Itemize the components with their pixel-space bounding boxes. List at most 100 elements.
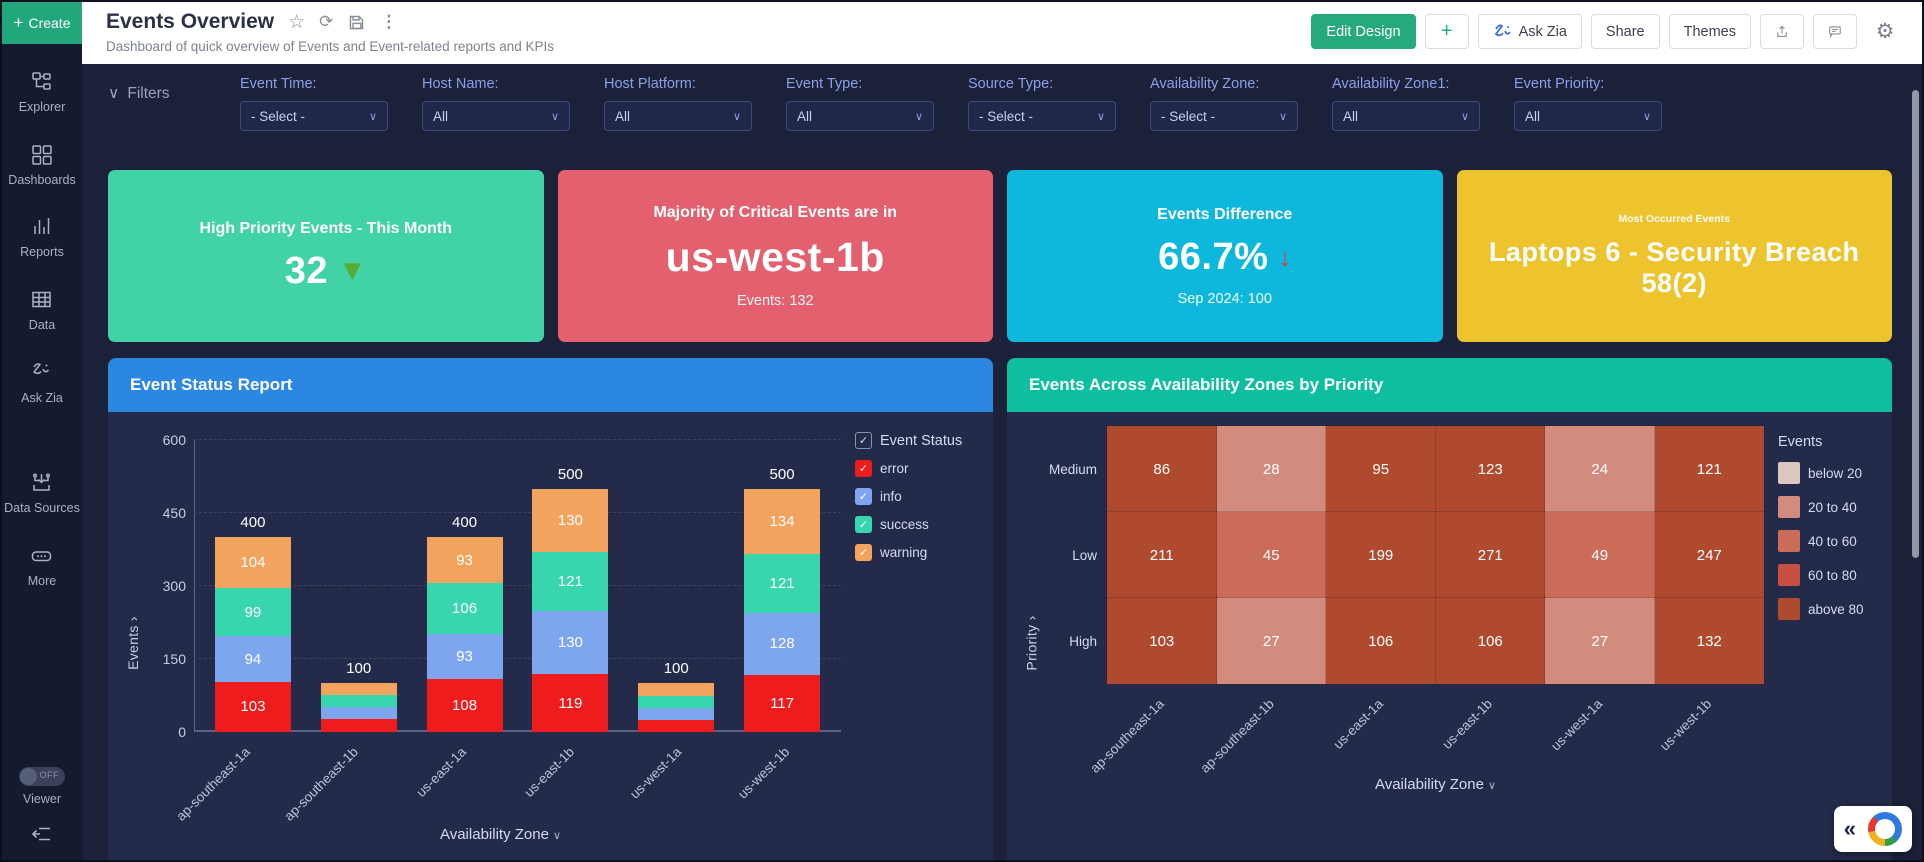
kpi-card-3[interactable]: Most Occurred Events Laptops 6 - Security… <box>1456 170 1892 342</box>
filter-select-availability-zone1[interactable]: All ∨ <box>1332 101 1480 131</box>
export-button[interactable] <box>1760 14 1804 49</box>
favorite-star-icon[interactable]: ☆ <box>288 11 306 33</box>
bar-segment-success[interactable]: 99 <box>214 587 291 637</box>
bar-segment-success[interactable]: 121 <box>532 551 609 611</box>
create-button[interactable]: + Create <box>2 2 82 44</box>
heatmap-cell-high-us-east-1b[interactable]: 106 <box>1434 597 1546 685</box>
bar-segment-warning[interactable] <box>638 683 715 696</box>
sidebar-item-data-sources[interactable]: Data Sources <box>4 471 80 517</box>
heatmap-cell-low-us-west-1a[interactable]: 49 <box>1544 511 1656 599</box>
bar-segment-warning[interactable]: 134 <box>744 488 821 554</box>
bar-segment-error[interactable] <box>638 719 715 732</box>
heatmap-cell-medium-ap-southeast-1b[interactable]: 28 <box>1215 425 1327 513</box>
sidebar-collapse-button[interactable] <box>2 824 82 844</box>
bar-segment-success[interactable]: 121 <box>744 553 821 613</box>
bar-segment-warning[interactable]: 130 <box>532 488 609 552</box>
assistant-logo-icon[interactable] <box>1868 812 1902 846</box>
legend-title-row[interactable]: ✓ Event Status <box>855 432 983 449</box>
kpi-card-1[interactable]: Majority of Critical Events are in us-wes… <box>557 170 993 342</box>
filter-select-event-type[interactable]: All ∨ <box>786 101 934 131</box>
kpi-card-0[interactable]: High Priority Events - This Month 32 ▼ <box>108 170 544 342</box>
comments-button[interactable] <box>1813 14 1857 49</box>
heatmap-cell-low-ap-southeast-1a[interactable]: 211 <box>1106 511 1218 599</box>
bar-segment-success[interactable] <box>320 695 397 708</box>
filters-toggle[interactable]: ∨ Filters <box>108 84 240 103</box>
heatmap-cell-medium-us-east-1b[interactable]: 123 <box>1434 425 1546 513</box>
sidebar-item-data[interactable]: Data <box>29 288 55 334</box>
save-icon[interactable] <box>347 13 366 32</box>
filter-select-host-name[interactable]: All ∨ <box>422 101 570 131</box>
filter-select-availability-zone[interactable]: - Select - ∨ <box>1150 101 1298 131</box>
add-button[interactable]: + <box>1424 14 1469 49</box>
sidebar-item-reports[interactable]: Reports <box>20 215 64 261</box>
chevron-down-icon: ∨ <box>1460 110 1469 123</box>
filter-select-host-platform[interactable]: All ∨ <box>604 101 752 131</box>
heatmap-cell-high-ap-southeast-1b[interactable]: 27 <box>1215 597 1327 685</box>
bar-segment-error[interactable]: 117 <box>744 675 821 732</box>
vertical-scrollbar[interactable] <box>1912 90 1919 558</box>
legend-bin-20-to-40[interactable]: 20 to 40 <box>1778 496 1882 518</box>
themes-button[interactable]: Themes <box>1668 14 1751 49</box>
edit-design-button[interactable]: Edit Design <box>1311 14 1416 49</box>
kpi-card-2[interactable]: Events Difference 66.7% ↓ Sep 2024: 100 <box>1007 170 1443 342</box>
bar-segment-info[interactable] <box>320 707 397 720</box>
legend-bin-below-20[interactable]: below 20 <box>1778 462 1882 484</box>
bar-segment-info[interactable]: 130 <box>532 610 609 675</box>
filter-select-source-type[interactable]: - Select - ∨ <box>968 101 1116 131</box>
legend-bin-40-to-60[interactable]: 40 to 60 <box>1778 530 1882 552</box>
bar-segment-error[interactable]: 119 <box>532 674 609 732</box>
legend-item-warning[interactable]: ✓ warning <box>855 544 983 561</box>
bar-segment-success[interactable] <box>638 695 715 708</box>
legend-bin-60-to-80[interactable]: 60 to 80 <box>1778 564 1882 586</box>
heatmap-cell-low-ap-southeast-1b[interactable]: 45 <box>1215 511 1327 599</box>
heatmap-ylabel-text: Priority › <box>1024 615 1040 671</box>
heatmap-cell-medium-ap-southeast-1a[interactable]: 86 <box>1106 425 1218 513</box>
kpi-title: Majority of Critical Events are in <box>653 203 898 221</box>
legend-bin-above-80[interactable]: above 80 <box>1778 598 1882 620</box>
bar-segment-error[interactable] <box>320 719 397 732</box>
heatmap-cell-medium-us-east-1a[interactable]: 95 <box>1325 425 1437 513</box>
sidebar-item-explorer[interactable]: Explorer <box>19 70 65 116</box>
heatmap-cell-low-us-east-1b[interactable]: 271 <box>1434 511 1546 599</box>
bar-x-axis-title[interactable]: Availability Zone ∨ <box>146 824 855 853</box>
bar-segment-success[interactable]: 106 <box>426 582 503 635</box>
floating-widget: « <box>1833 806 1912 852</box>
viewer-toggle-switch[interactable]: OFF <box>19 767 65 786</box>
share-button[interactable]: Share <box>1590 14 1660 49</box>
legend-item-info[interactable]: ✓ info <box>855 488 983 505</box>
y-tick-label: 300 <box>162 578 186 594</box>
heatmap-grid: 86 28 95 123 24 121 211 45 199 271 49 247 103 27 106 10… <box>1106 425 1765 685</box>
bar-segment-info[interactable] <box>638 707 715 720</box>
bar-segment-warning[interactable]: 93 <box>426 537 503 583</box>
more-options-kebab-icon[interactable]: ⋮ <box>380 12 399 31</box>
bar-segment-info[interactable]: 94 <box>214 636 291 682</box>
heatmap-cell-high-ap-southeast-1a[interactable]: 103 <box>1106 597 1218 685</box>
filter-event-time: Event Time: - Select - ∨ <box>240 76 388 131</box>
heatmap-cell-high-us-west-1a[interactable]: 27 <box>1544 597 1656 685</box>
settings-button[interactable]: ⚙ <box>1875 20 1895 43</box>
bar-segment-info[interactable]: 93 <box>426 634 503 680</box>
heatmap-cell-low-us-east-1a[interactable]: 199 <box>1325 511 1437 599</box>
heatmap-cell-high-us-west-1b[interactable]: 132 <box>1653 597 1765 685</box>
legend-item-success[interactable]: ✓ success <box>855 516 983 533</box>
sidebar-item-ask-zia[interactable]: Ask Zia <box>21 361 63 407</box>
heatmap-cell-high-us-east-1a[interactable]: 106 <box>1325 597 1437 685</box>
bar-segment-error[interactable]: 108 <box>426 679 503 732</box>
ask-zia-button[interactable]: Ask Zia <box>1477 14 1582 49</box>
refresh-icon[interactable]: ⟳ <box>319 12 334 31</box>
filter-select-event-priority[interactable]: All ∨ <box>1514 101 1662 131</box>
legend-item-error[interactable]: ✓ error <box>855 460 983 477</box>
bar-segment-info[interactable]: 128 <box>744 612 821 676</box>
heatmap-cell-medium-us-west-1b[interactable]: 121 <box>1653 425 1765 513</box>
bar-segment-warning[interactable] <box>320 683 397 696</box>
bar-segment-warning[interactable]: 104 <box>214 537 291 588</box>
bar-segment-error[interactable]: 103 <box>214 681 291 732</box>
collapse-panel-icon[interactable]: « <box>1843 816 1856 841</box>
filter-select-event-time[interactable]: - Select - ∨ <box>240 101 388 131</box>
heatmap-x-axis-title[interactable]: Availability Zone ∨ <box>1107 774 1764 803</box>
heatmap-cell-low-us-west-1b[interactable]: 247 <box>1653 511 1765 599</box>
sidebar-item-more[interactable]: More <box>28 544 56 590</box>
heatmap-cell-medium-us-west-1a[interactable]: 24 <box>1544 425 1656 513</box>
sidebar-item-dashboards[interactable]: Dashboards <box>8 143 76 189</box>
filter-label: Host Platform: <box>604 76 696 92</box>
